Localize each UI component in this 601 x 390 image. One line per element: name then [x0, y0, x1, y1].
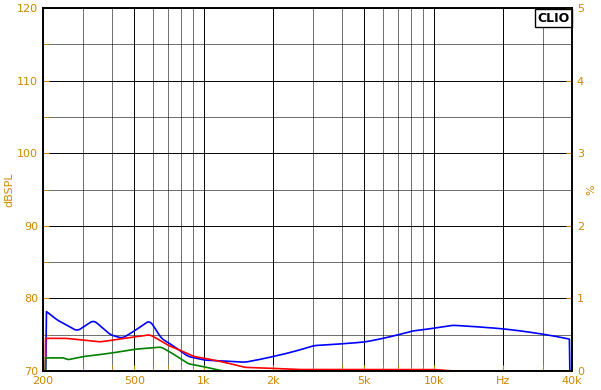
Y-axis label: %: %	[587, 184, 597, 195]
Y-axis label: dBSPL: dBSPL	[4, 172, 14, 207]
Text: CLIO: CLIO	[537, 12, 569, 25]
